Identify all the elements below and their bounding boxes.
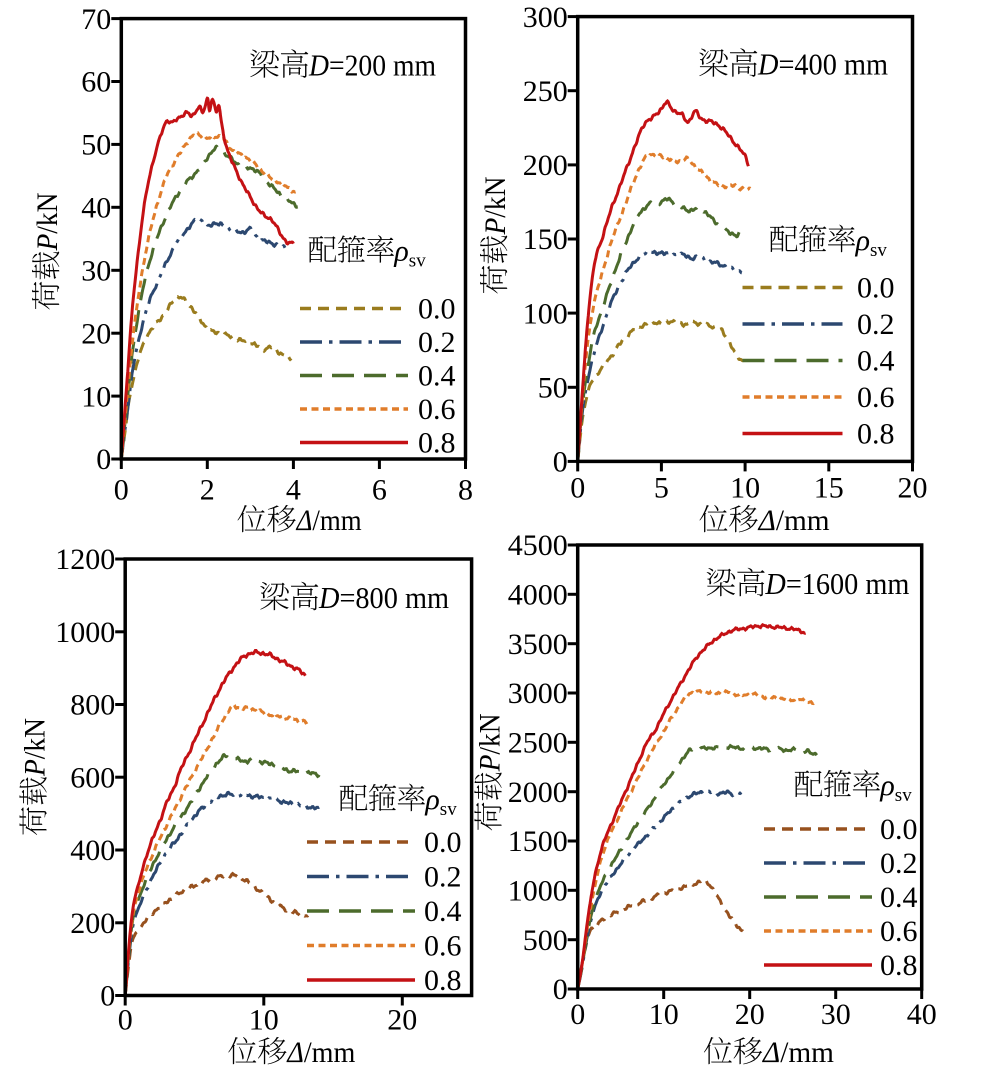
svg-text:3500: 3500 [508, 628, 568, 661]
svg-text:150: 150 [523, 223, 568, 256]
svg-text:1000: 1000 [55, 616, 115, 649]
svg-text:15: 15 [814, 472, 844, 505]
svg-text:0.6: 0.6 [880, 915, 918, 948]
svg-text:0.0: 0.0 [857, 272, 895, 305]
svg-text:800: 800 [70, 689, 115, 722]
svg-text:ρsv: ρsv [393, 235, 426, 272]
svg-text:10: 10 [649, 998, 679, 1031]
svg-text:0.4: 0.4 [880, 881, 918, 914]
svg-text:0.2: 0.2 [880, 847, 918, 880]
svg-text:0.2: 0.2 [418, 326, 456, 359]
svg-text:8: 8 [458, 474, 473, 507]
svg-text:0: 0 [114, 474, 129, 507]
svg-text:D=200 mm: D=200 mm [308, 48, 436, 83]
svg-text:3000: 3000 [508, 677, 568, 710]
svg-text:ρsv: ρsv [424, 783, 457, 820]
svg-text:0: 0 [96, 443, 111, 476]
svg-text:30: 30 [81, 255, 111, 288]
svg-text:0: 0 [100, 980, 115, 1013]
svg-text:10: 10 [81, 380, 111, 413]
svg-text:10: 10 [249, 1004, 279, 1037]
svg-text:2000: 2000 [508, 776, 568, 809]
svg-text:P/kN: P/kN [479, 177, 512, 236]
svg-text:60: 60 [81, 66, 111, 99]
svg-text:10: 10 [730, 472, 760, 505]
svg-text:ρsv: ρsv [855, 224, 888, 261]
svg-text:0.6: 0.6 [424, 930, 462, 963]
svg-text:0: 0 [570, 998, 585, 1031]
svg-text:500: 500 [523, 924, 568, 957]
svg-text:0: 0 [553, 446, 568, 479]
svg-text:200: 200 [70, 907, 115, 940]
svg-text:600: 600 [70, 762, 115, 795]
svg-text:20: 20 [387, 1004, 417, 1037]
svg-text:1500: 1500 [508, 825, 568, 858]
svg-text:0.6: 0.6 [418, 393, 456, 426]
svg-text:0.8: 0.8 [418, 427, 456, 460]
svg-text:P/kN: P/kN [473, 713, 506, 772]
svg-text:0.0: 0.0 [418, 293, 456, 326]
svg-text:20: 20 [735, 998, 765, 1031]
svg-text:Δ/mm: Δ/mm [296, 504, 362, 537]
svg-text:400: 400 [70, 834, 115, 867]
svg-text:0: 0 [118, 1004, 133, 1037]
svg-text:5: 5 [654, 472, 669, 505]
svg-text:30: 30 [821, 998, 851, 1031]
svg-text:0.2: 0.2 [424, 861, 462, 894]
svg-text:300: 300 [523, 1, 568, 34]
svg-text:Δ/mm: Δ/mm [286, 1036, 355, 1069]
svg-text:250: 250 [523, 75, 568, 108]
svg-text:40: 40 [907, 998, 937, 1031]
svg-text:ρsv: ρsv [879, 769, 912, 806]
svg-text:0.8: 0.8 [880, 949, 918, 982]
svg-text:P/kN: P/kN [18, 718, 51, 777]
svg-text:0.8: 0.8 [424, 964, 462, 997]
svg-text:1200: 1200 [55, 543, 115, 576]
svg-text:Δ/mm: Δ/mm [758, 504, 830, 537]
svg-text:40: 40 [81, 192, 111, 225]
svg-text:0.4: 0.4 [857, 345, 895, 378]
svg-text:0.0: 0.0 [424, 826, 462, 859]
svg-text:D=400 mm: D=400 mm [757, 47, 888, 82]
svg-text:70: 70 [81, 3, 111, 36]
svg-text:0.6: 0.6 [857, 381, 895, 414]
svg-text:Δ/mm: Δ/mm [762, 1036, 834, 1069]
svg-text:50: 50 [538, 372, 568, 405]
svg-text:4500: 4500 [508, 529, 568, 562]
svg-text:P/kN: P/kN [31, 193, 64, 252]
svg-text:0.2: 0.2 [857, 308, 895, 341]
svg-text:100: 100 [523, 297, 568, 330]
svg-text:0: 0 [570, 472, 585, 505]
svg-text:0.4: 0.4 [424, 895, 462, 928]
svg-text:0: 0 [553, 973, 568, 1006]
svg-text:20: 20 [898, 472, 928, 505]
svg-text:6: 6 [372, 474, 387, 507]
svg-text:4: 4 [286, 474, 301, 507]
svg-text:0.8: 0.8 [857, 418, 895, 451]
svg-text:2500: 2500 [508, 727, 568, 760]
svg-text:200: 200 [523, 149, 568, 182]
svg-text:50: 50 [81, 129, 111, 162]
svg-text:2: 2 [200, 474, 215, 507]
svg-text:0.4: 0.4 [418, 360, 456, 393]
svg-text:20: 20 [81, 317, 111, 350]
svg-text:4000: 4000 [508, 579, 568, 612]
svg-text:D=800 mm: D=800 mm [318, 580, 449, 615]
svg-text:0.0: 0.0 [880, 813, 918, 846]
svg-text:D=1600 mm: D=1600 mm [764, 566, 909, 601]
svg-text:1000: 1000 [508, 875, 568, 908]
